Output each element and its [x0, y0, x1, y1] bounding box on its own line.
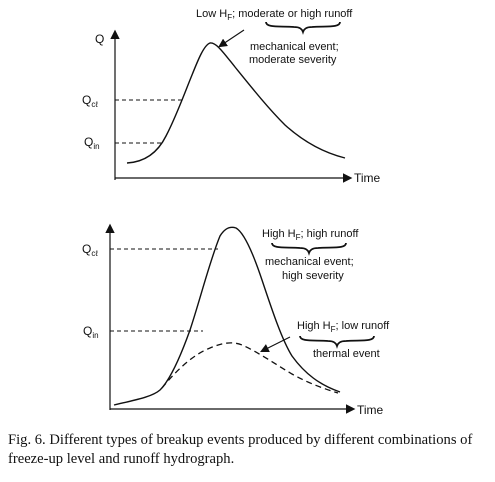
bottom-low-annotation-title: High HF; low runoff: [297, 320, 390, 334]
bottom-low-annotation-line-1: thermal event: [313, 348, 380, 360]
breakup-events-figure: Q Time Qcℓ Qin Low HF; moderate or high …: [82, 8, 390, 417]
bottom-high-annotation-line-2: high severity: [282, 270, 344, 282]
bottom-low-annotation-brace: [299, 335, 375, 349]
bottom-low-annotation-pointer: [260, 336, 291, 352]
bottom-x-axis-label: Time: [357, 403, 384, 417]
top-qin-label: Qin: [84, 135, 100, 151]
top-annotation-title: Low HF; moderate or high runoff: [196, 8, 353, 22]
top-x-axis-label: Time: [354, 171, 381, 185]
bottom-qcl-label: Qcℓ: [82, 242, 98, 258]
bottom-qin-label: Qin: [83, 324, 99, 340]
bottom-high-annotation-title: High HF; high runoff: [262, 228, 359, 242]
bottom-high-annotation-line-1: mechanical event;: [265, 256, 354, 268]
top-annotation-brace: [265, 21, 341, 35]
top-qcl-label: Qcℓ: [82, 93, 98, 109]
top-annotation-line-2: moderate severity: [249, 54, 337, 66]
figure-caption: Fig. 6. Different types of breakup event…: [8, 432, 473, 467]
top-annotation-line-1: mechanical event;: [250, 41, 339, 53]
bottom-low-runoff-curve: [161, 342, 339, 394]
top-panel: Q Time Qcℓ Qin Low HF; moderate or high …: [82, 8, 381, 185]
top-annotation-pointer: [218, 29, 245, 48]
bottom-high-runoff-curve: [113, 226, 341, 406]
bottom-high-annotation-brace: [271, 242, 347, 256]
bottom-panel: Time Qcℓ Qin High HF; high runoff mechan…: [82, 223, 390, 417]
top-y-axis-label: Q: [95, 32, 104, 46]
top-hydrograph-curve: [126, 42, 346, 164]
